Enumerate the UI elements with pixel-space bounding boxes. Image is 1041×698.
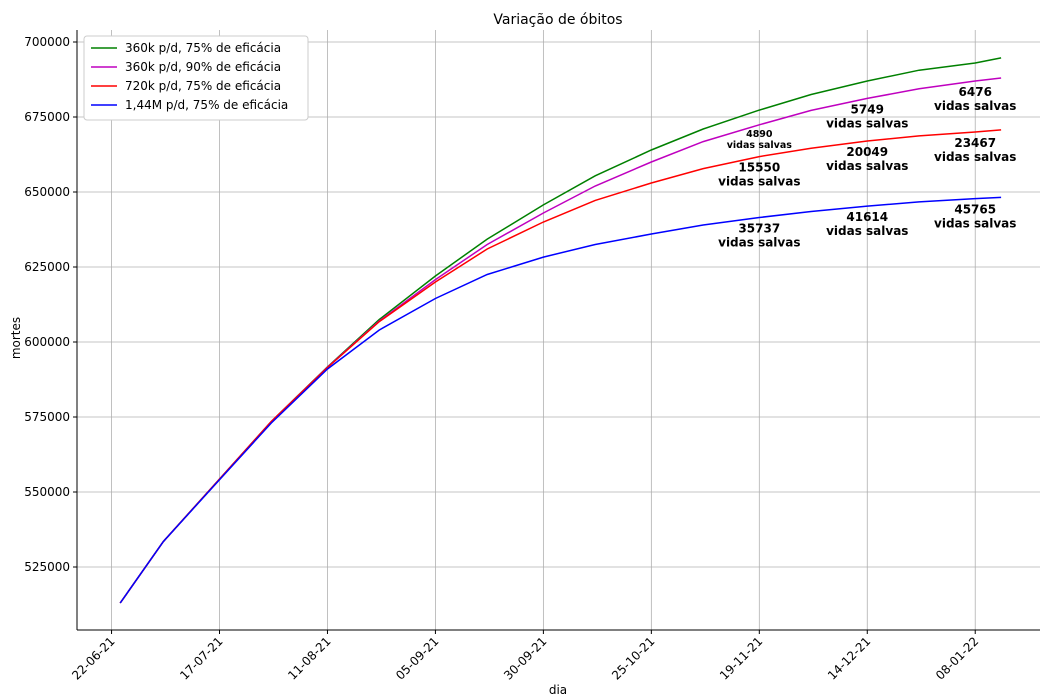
x-tick-label: 11-08-21 [285, 634, 333, 682]
annotation: vidas salvas [934, 217, 1016, 231]
line [119, 57, 1002, 604]
x-tick-label: 08-01-22 [933, 634, 981, 682]
x-tick-label: 17-07-21 [177, 634, 225, 682]
chart-title: Variação de óbitos [493, 12, 622, 28]
x-tick-label: 25-10-21 [609, 634, 657, 682]
annotation: 41614 [846, 210, 888, 224]
line [119, 129, 1002, 604]
x-tick-label: 05-09-21 [393, 634, 441, 682]
annotation: vidas salvas [826, 159, 908, 173]
y-tick-label: 525000 [24, 560, 70, 574]
x-tick-label: 30-09-21 [501, 634, 549, 682]
x-tick-label: 19-11-21 [717, 634, 765, 682]
y-tick-label: 650000 [24, 185, 70, 199]
y-tick-label: 550000 [24, 485, 70, 499]
legend-label: 1,44M p/d, 75% de eficácia [125, 98, 288, 112]
legend-label: 360k p/d, 90% de eficácia [125, 60, 281, 74]
y-tick-label: 675000 [24, 110, 70, 124]
legend: 360k p/d, 75% de eficácia 360k p/d, 90% d… [83, 35, 309, 121]
annotation: 45765 [954, 203, 996, 217]
annotation: vidas salvas [718, 175, 800, 189]
y-tick-label: 600000 [24, 335, 70, 349]
annotation: 5749 [851, 102, 884, 116]
line [119, 196, 1002, 604]
annotation: vidas salvas [727, 140, 793, 151]
annotation: vidas salvas [718, 236, 800, 250]
annotation: vidas salvas [826, 116, 908, 130]
legend-label: 360k p/d, 75% de eficácia [125, 41, 281, 55]
x-axis-label: dia [549, 683, 567, 697]
y-tick-label: 700000 [24, 35, 70, 49]
y-tick-label: 625000 [24, 260, 70, 274]
legend-label: 720k p/d, 75% de eficácia [125, 79, 281, 93]
annotation: vidas salvas [934, 99, 1016, 113]
y-axis-label: mortes [9, 317, 23, 359]
annotation: 6476 [959, 85, 992, 99]
annotation: 20049 [846, 145, 888, 159]
annotation: vidas salvas [934, 150, 1016, 164]
legend-box [83, 35, 309, 121]
annotation: 15550 [738, 161, 780, 175]
x-tick-label: 14-12-21 [825, 634, 873, 682]
annotation: vidas salvas [826, 224, 908, 238]
y-tick-label: 575000 [24, 410, 70, 424]
annotation: 35737 [738, 222, 780, 236]
annotation: 4890 [746, 129, 773, 140]
annotation: 23467 [954, 136, 996, 150]
x-tick-label: 22-06-21 [69, 634, 117, 682]
